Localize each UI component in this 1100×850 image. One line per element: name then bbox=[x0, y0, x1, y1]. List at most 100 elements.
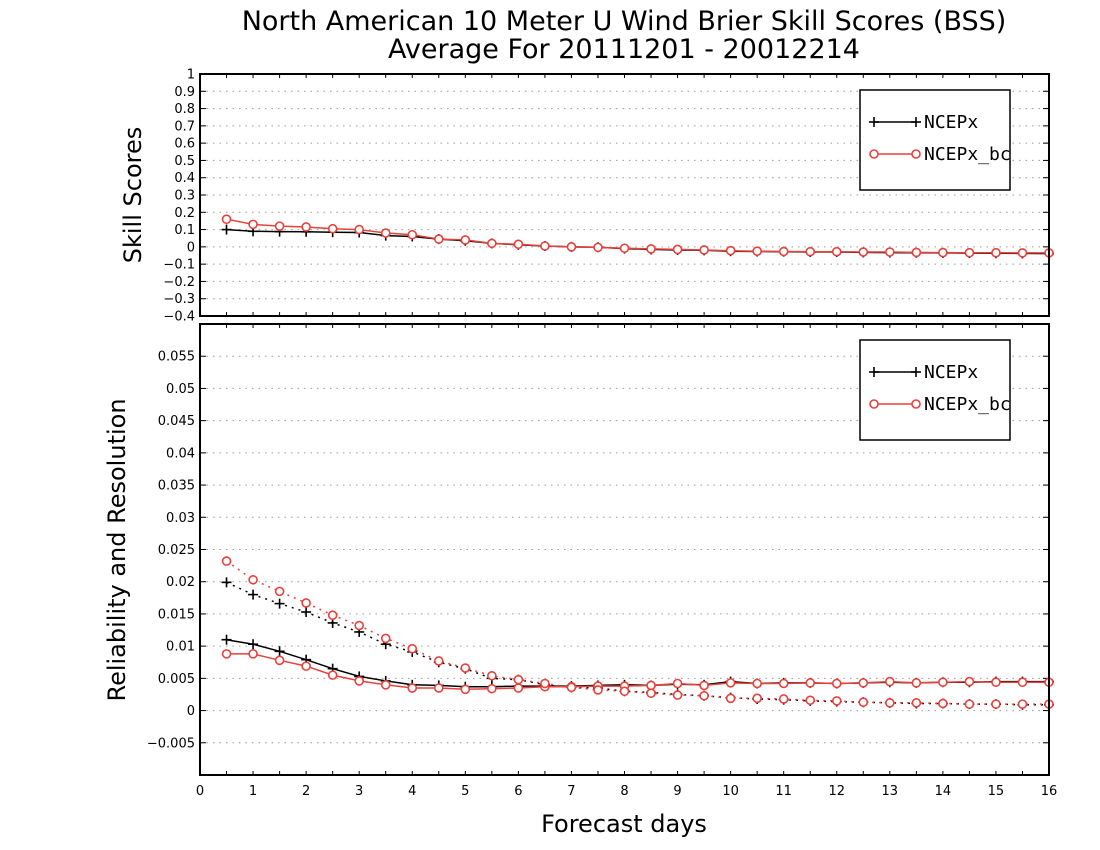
y-tick-label: 0.3 bbox=[174, 189, 195, 204]
ncepx-bc-point bbox=[380, 228, 391, 238]
ncepx-bc-point bbox=[699, 680, 709, 691]
ncepx-bc-point bbox=[699, 690, 709, 701]
ncepx-bc-point bbox=[460, 663, 471, 673]
ncepx-bc-point bbox=[646, 244, 656, 254]
ncepx-bc-point bbox=[221, 556, 232, 566]
legend-label: NCEPx_bc bbox=[924, 394, 1011, 415]
ncepx-bc-point bbox=[540, 678, 550, 689]
ncepx-bc-point bbox=[831, 246, 842, 257]
ncepx-bc-point bbox=[725, 245, 736, 256]
reliability-resolution-panel: 0.055 0.05 0.045 0.04 0.035 0.03 0.025 0.02 0.01… bbox=[103, 323, 1057, 838]
ncepx-bc-point bbox=[327, 670, 338, 680]
ncepx-bc-point bbox=[885, 698, 895, 708]
ncepx-bc-point bbox=[938, 677, 948, 688]
ncepx-bc-point bbox=[831, 696, 842, 706]
legend-label: NCEPx bbox=[924, 362, 978, 383]
ncepx-bc-point bbox=[354, 676, 364, 686]
ncepx-bc-point bbox=[885, 676, 895, 687]
y-tick-label: 0 bbox=[187, 240, 195, 255]
ncepx-bc-point bbox=[911, 698, 922, 708]
bottom-legend: NCEPx NCEPx_bc bbox=[859, 339, 1011, 441]
top-plot-frame bbox=[199, 73, 1050, 317]
x-tick-label: 14 bbox=[935, 784, 952, 799]
ncepx-bc-point bbox=[778, 694, 789, 704]
ncepx-bc-point bbox=[725, 693, 736, 704]
legend-box bbox=[859, 339, 1011, 441]
y-tick-label: −0.4 bbox=[163, 310, 195, 325]
ncepx-bc-point bbox=[593, 685, 603, 695]
ncepx-bc-point bbox=[858, 247, 869, 257]
bottom-y-axis-label: Reliability and Resolution bbox=[103, 398, 131, 701]
y-tick-label: −0.1 bbox=[163, 258, 195, 273]
y-tick-label: 0.9 bbox=[174, 85, 195, 100]
y-tick-label: 0.1 bbox=[174, 223, 195, 238]
ncepx-bc-point bbox=[380, 633, 391, 644]
x-tick-label: 13 bbox=[882, 784, 899, 799]
y-tick-label: 0.015 bbox=[158, 607, 195, 622]
ncepx-bc-point bbox=[274, 586, 285, 597]
ncepx-bc-point bbox=[407, 683, 418, 693]
y-tick-label: 0.005 bbox=[158, 672, 195, 687]
ncepx-bc-point bbox=[752, 693, 762, 704]
ncepx-bc-point bbox=[327, 223, 338, 234]
y-tick-label: 0.03 bbox=[166, 511, 195, 526]
skill-score-panel: 1 0.9 0.8 0.7 0.6 0.5 0.4 0.3 0.2 0.1 0 −0.1 −0.2 −0.… bbox=[119, 68, 1054, 325]
ncepx-bc-point bbox=[938, 247, 948, 258]
ncepx-bc-point bbox=[566, 242, 577, 252]
ncepx-bc-point bbox=[540, 241, 550, 251]
ncepx-bc-point bbox=[991, 677, 1001, 688]
x-tick-label: 10 bbox=[722, 784, 739, 799]
top-series-group bbox=[221, 214, 1054, 259]
ncepx-bc-point bbox=[433, 683, 444, 693]
x-tick-label: 16 bbox=[1041, 784, 1058, 799]
y-tick-label: 0.01 bbox=[166, 640, 195, 655]
x-tick-label: 6 bbox=[514, 784, 522, 799]
ncepx-bc-point bbox=[248, 649, 258, 659]
y-tick-label: 0.02 bbox=[166, 575, 195, 590]
legend-circle-marker bbox=[869, 399, 879, 409]
ncepx-bc-point bbox=[778, 678, 789, 689]
y-tick-label: −0.2 bbox=[163, 275, 195, 290]
ncepx-bc-point bbox=[619, 243, 630, 254]
ncepx-bc-point bbox=[964, 247, 975, 258]
x-tick-label: 12 bbox=[828, 784, 845, 799]
ncepx-bc-point bbox=[805, 246, 816, 257]
ncepx-bc-point bbox=[1017, 699, 1028, 709]
y-tick-label: −0.3 bbox=[163, 292, 195, 307]
ncepx-bc-point bbox=[619, 686, 630, 697]
legend-label: NCEPx_bc bbox=[924, 144, 1011, 165]
chart-title-line2: Average For 20111201 - 20012214 bbox=[388, 34, 860, 65]
y-tick-label: 0.8 bbox=[174, 102, 195, 117]
x-tick-label: 7 bbox=[567, 784, 575, 799]
x-tick-label: 15 bbox=[988, 784, 1005, 799]
ncepx-bc-point bbox=[221, 649, 232, 659]
ncepx-point bbox=[274, 646, 285, 657]
y-tick-label: 0.7 bbox=[174, 119, 195, 134]
ncepx-bc-point bbox=[566, 682, 577, 693]
ncepx-bc-point bbox=[460, 684, 471, 695]
y-tick-label: 1 bbox=[187, 68, 195, 83]
ncepx-bc-point bbox=[752, 246, 762, 256]
ncepx-bc-point bbox=[221, 214, 232, 224]
ncepx-bc-point bbox=[513, 239, 524, 250]
ncepx-bc-point bbox=[327, 610, 338, 621]
ncepx-bc-point bbox=[1017, 248, 1028, 258]
ncepx-bc-point bbox=[433, 234, 444, 244]
y-tick-label: 0.055 bbox=[158, 350, 195, 365]
ncepx-bc-point bbox=[487, 670, 497, 681]
y-tick-label: 0.05 bbox=[166, 382, 195, 397]
ncepx-bc-point bbox=[699, 245, 709, 255]
y-tick-label: 0 bbox=[187, 704, 195, 719]
ncepx-bc-point bbox=[433, 656, 444, 666]
ncepx-bc-point bbox=[991, 699, 1001, 709]
ncepx-bc-point bbox=[460, 235, 471, 245]
x-tick-label: 4 bbox=[408, 784, 416, 799]
ncepx-bc-point bbox=[274, 655, 285, 666]
ncepx-bc-point bbox=[805, 695, 816, 706]
chart-title-line1: North American 10 Meter U Wind Brier Ski… bbox=[242, 6, 1007, 37]
top-legend: NCEPx NCEPx_bc bbox=[859, 89, 1011, 191]
top-y-axis-ticks: 1 0.9 0.8 0.7 0.6 0.5 0.4 0.3 0.2 0.1 0 −0.1 −0.2 −0.… bbox=[163, 68, 1050, 325]
y-tick-label: 0.6 bbox=[174, 137, 195, 152]
legend-label: NCEPx bbox=[924, 112, 978, 133]
x-axis-ticks: 0 1 2 3 4 5 6 7 8 9 10 11 12 13 14 15 16 bbox=[196, 784, 1057, 799]
